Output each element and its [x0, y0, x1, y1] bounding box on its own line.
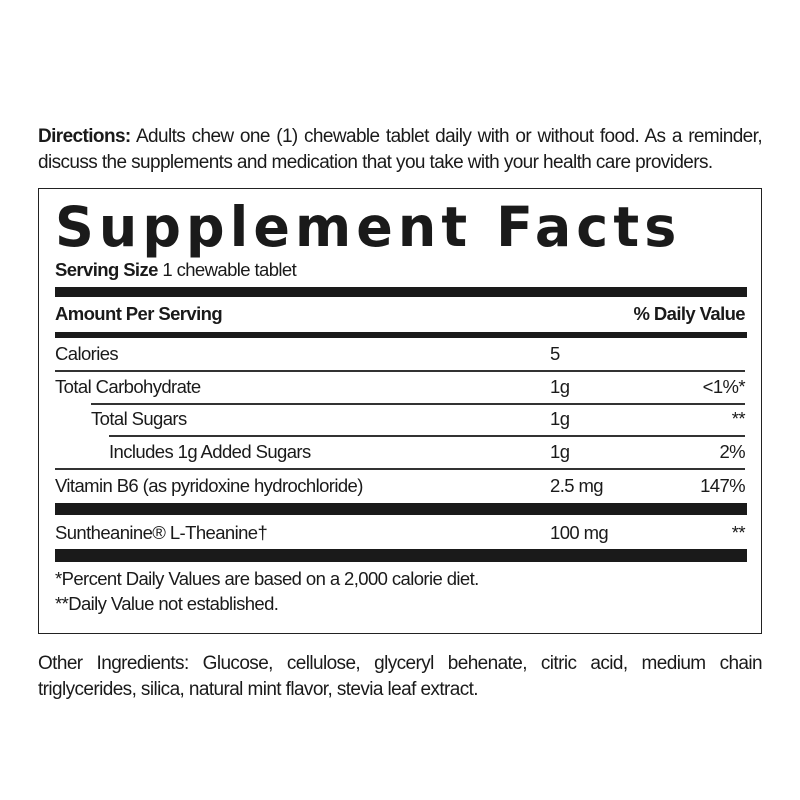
row-dv: 2% — [719, 441, 745, 462]
row-name: Total Sugars — [91, 408, 187, 429]
row-name: Includes 1g Added Sugars — [109, 441, 311, 462]
divider-thick — [55, 549, 747, 562]
row-amount: 2.5 mg — [550, 475, 604, 496]
row-dv: <1%* — [702, 376, 746, 397]
row-amount: 1g — [550, 408, 570, 429]
row-amount: 1g — [550, 441, 570, 462]
divider-thick — [55, 287, 747, 297]
row-divider — [91, 403, 745, 405]
row-name: Vitamin B6 (as pyridoxine hydrochloride) — [55, 475, 363, 496]
panel-title: Supplement Facts — [55, 195, 682, 259]
row-divider — [55, 468, 745, 470]
footnote: **Daily Value not established. — [55, 593, 279, 614]
row-name: Suntheanine® L-Theanine† — [55, 522, 268, 543]
divider-medium — [55, 332, 747, 338]
row-dv: 147% — [700, 475, 746, 496]
header-daily-value: % Daily Value — [633, 303, 746, 324]
supplement-facts-panel: Supplement Facts Serving Size 1 chewable… — [38, 188, 762, 634]
divider-thick — [55, 503, 747, 515]
row-amount: 5 — [550, 343, 560, 364]
serving-size: Serving Size 1 chewable tablet — [55, 259, 297, 281]
serving-size-label: Serving Size — [55, 259, 158, 280]
row-divider — [109, 435, 745, 437]
row-name: Total Carbohydrate — [55, 376, 201, 397]
directions-body: Adults chew one (1) chewable tablet dail… — [38, 126, 763, 173]
footnote: *Percent Daily Values are based on a 2,0… — [55, 568, 479, 589]
directions-label: Directions: — [38, 126, 131, 147]
row-dv: ** — [731, 522, 746, 543]
other-ingredients: Other Ingredients: Glucose, cellulose, g… — [38, 653, 763, 700]
header-amount: Amount Per Serving — [55, 303, 223, 324]
row-dv: ** — [731, 408, 746, 429]
directions-text: Directions: Adults chew one (1) chewable… — [38, 124, 763, 176]
serving-size-value: 1 chewable tablet — [157, 259, 297, 280]
row-divider — [55, 370, 745, 372]
row-amount: 1g — [550, 376, 570, 397]
row-name: Calories — [55, 343, 119, 364]
row-amount: 100 mg — [550, 522, 609, 543]
